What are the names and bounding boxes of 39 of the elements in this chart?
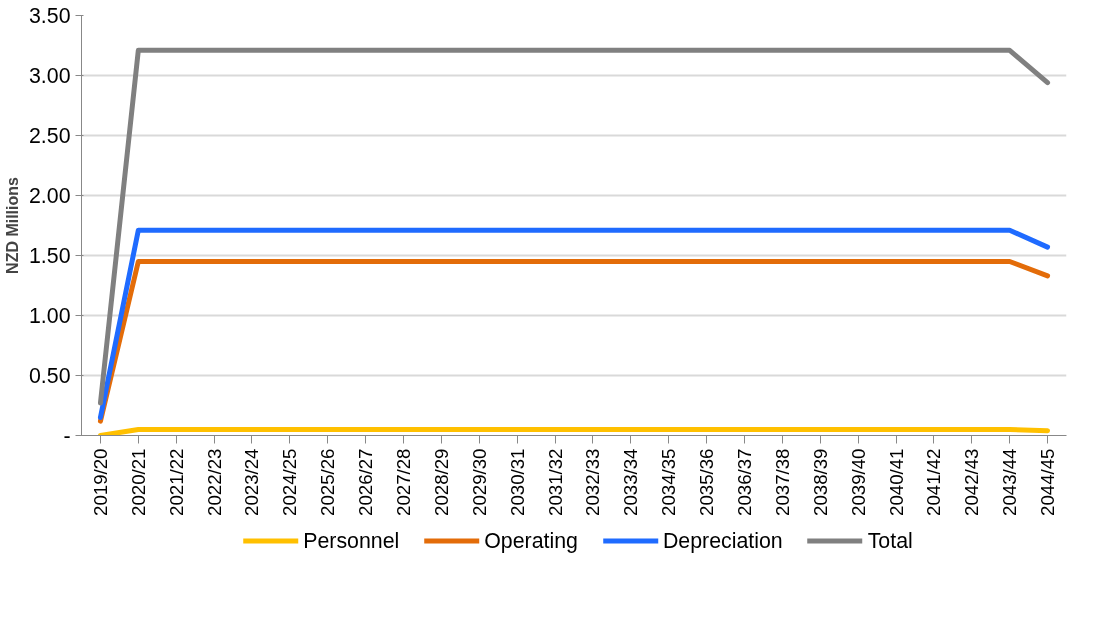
x-tick-label: 2038/39 [809, 448, 831, 516]
x-tick-label: 2028/29 [430, 448, 452, 516]
y-tick-label: 0.50 [28, 364, 71, 388]
y-tick-label: 1.00 [28, 304, 71, 328]
legend-label: Personnel [303, 528, 400, 553]
x-tick-label: 2021/22 [165, 448, 187, 516]
x-tick-label: 2039/40 [847, 448, 869, 516]
y-tick-label: - [63, 424, 71, 448]
x-tick-label: 2031/32 [544, 448, 566, 516]
x-tick-label: 2042/43 [961, 448, 983, 516]
x-tick-label: 2025/26 [317, 448, 339, 516]
x-tick-label: 2043/44 [999, 448, 1021, 516]
x-tick-label: 2023/24 [241, 448, 263, 516]
y-tick-label: 3.00 [28, 64, 71, 88]
x-tick-label: 2024/25 [279, 448, 301, 516]
legend-label: Operating [484, 528, 578, 553]
x-tick-label: 2026/27 [355, 448, 377, 516]
x-tick-label: 2044/45 [1037, 448, 1059, 516]
x-tick-label: 2022/23 [203, 448, 225, 516]
x-tick-label: 2036/37 [733, 448, 755, 516]
x-tick-label: 2020/21 [127, 448, 149, 516]
x-tick-label: 2029/30 [468, 448, 490, 516]
legend-label: Depreciation [662, 528, 783, 553]
x-tick-label: 2032/33 [582, 448, 604, 516]
y-axis-title: NZD Millions [3, 176, 21, 274]
x-tick-label: 2037/38 [771, 448, 793, 516]
y-tick-label: 3.50 [28, 4, 71, 28]
x-tick-label: 2027/28 [393, 448, 415, 516]
y-tick-label: 2.00 [28, 184, 71, 208]
x-tick-label: 2035/36 [696, 448, 718, 516]
x-tick-label: 2040/41 [885, 448, 907, 516]
x-tick-label: 2034/35 [658, 448, 680, 516]
y-tick-label: 2.50 [28, 124, 71, 148]
y-tick-label: 1.50 [28, 244, 71, 268]
x-tick-label: 2041/42 [923, 448, 945, 516]
x-tick-label: 2019/20 [89, 448, 111, 516]
x-tick-label: 2030/31 [506, 448, 528, 516]
x-tick-label: 2033/34 [620, 448, 642, 516]
legend-label: Total [867, 528, 913, 553]
